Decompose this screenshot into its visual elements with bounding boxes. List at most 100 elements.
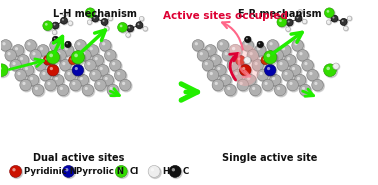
Circle shape xyxy=(274,52,278,55)
Ellipse shape xyxy=(143,27,148,31)
Ellipse shape xyxy=(116,166,128,178)
Circle shape xyxy=(294,74,306,86)
Circle shape xyxy=(97,82,100,85)
Circle shape xyxy=(69,22,70,23)
Circle shape xyxy=(265,64,276,76)
Circle shape xyxy=(82,52,85,55)
Circle shape xyxy=(40,69,51,81)
Circle shape xyxy=(85,87,88,90)
Ellipse shape xyxy=(243,41,255,52)
Circle shape xyxy=(107,84,119,96)
Circle shape xyxy=(259,72,263,75)
Ellipse shape xyxy=(11,166,23,178)
Circle shape xyxy=(128,26,130,28)
Circle shape xyxy=(242,67,245,70)
Circle shape xyxy=(99,67,103,70)
Circle shape xyxy=(17,55,29,66)
Circle shape xyxy=(57,52,60,55)
Circle shape xyxy=(272,50,284,61)
Circle shape xyxy=(279,45,291,56)
Circle shape xyxy=(104,26,109,31)
Ellipse shape xyxy=(105,51,117,62)
Circle shape xyxy=(286,19,293,26)
Ellipse shape xyxy=(301,85,312,97)
Circle shape xyxy=(65,47,68,50)
Ellipse shape xyxy=(61,60,72,72)
Circle shape xyxy=(68,56,77,65)
Text: L-H mechanism: L-H mechanism xyxy=(53,9,137,19)
Circle shape xyxy=(292,40,304,51)
Circle shape xyxy=(47,64,59,76)
Circle shape xyxy=(340,18,347,25)
Ellipse shape xyxy=(46,80,57,92)
Ellipse shape xyxy=(53,37,59,43)
Circle shape xyxy=(237,79,249,91)
Circle shape xyxy=(54,23,56,26)
Ellipse shape xyxy=(288,80,299,92)
Ellipse shape xyxy=(262,57,270,65)
Circle shape xyxy=(212,79,224,91)
Ellipse shape xyxy=(208,70,220,82)
Circle shape xyxy=(292,67,295,70)
Circle shape xyxy=(254,62,258,65)
Text: Dual active sites: Dual active sites xyxy=(33,153,124,163)
Circle shape xyxy=(45,58,48,60)
Circle shape xyxy=(282,69,293,81)
Circle shape xyxy=(46,51,60,64)
Circle shape xyxy=(229,62,233,65)
Circle shape xyxy=(10,165,22,177)
Circle shape xyxy=(303,20,305,21)
Text: Cl: Cl xyxy=(129,167,138,176)
Circle shape xyxy=(30,77,33,80)
Ellipse shape xyxy=(71,80,82,92)
Ellipse shape xyxy=(265,52,278,65)
Ellipse shape xyxy=(283,70,294,82)
Circle shape xyxy=(82,84,94,96)
Ellipse shape xyxy=(108,16,113,21)
Ellipse shape xyxy=(348,16,352,21)
Circle shape xyxy=(277,17,287,27)
Circle shape xyxy=(49,54,53,57)
Circle shape xyxy=(299,11,300,12)
Circle shape xyxy=(266,54,270,57)
Circle shape xyxy=(77,42,81,45)
Circle shape xyxy=(20,57,23,60)
Ellipse shape xyxy=(81,51,92,62)
Ellipse shape xyxy=(226,85,237,97)
Ellipse shape xyxy=(65,42,72,48)
Ellipse shape xyxy=(31,51,42,62)
Ellipse shape xyxy=(215,65,227,77)
Ellipse shape xyxy=(44,22,53,31)
Circle shape xyxy=(127,25,134,32)
Ellipse shape xyxy=(11,60,22,72)
Ellipse shape xyxy=(298,10,303,14)
Circle shape xyxy=(222,50,234,61)
Circle shape xyxy=(32,84,44,96)
Circle shape xyxy=(37,45,49,56)
Ellipse shape xyxy=(63,12,68,17)
Circle shape xyxy=(217,67,220,70)
Circle shape xyxy=(22,82,26,85)
Circle shape xyxy=(205,62,208,65)
Ellipse shape xyxy=(0,65,9,78)
Circle shape xyxy=(344,27,346,28)
Circle shape xyxy=(314,82,318,85)
Ellipse shape xyxy=(58,85,70,97)
Ellipse shape xyxy=(118,23,128,33)
Circle shape xyxy=(295,15,302,22)
Circle shape xyxy=(2,42,6,45)
Circle shape xyxy=(12,62,15,65)
Ellipse shape xyxy=(61,18,68,25)
Ellipse shape xyxy=(285,56,297,67)
Circle shape xyxy=(284,72,288,75)
Circle shape xyxy=(202,59,214,71)
Ellipse shape xyxy=(19,56,30,67)
Circle shape xyxy=(87,10,90,13)
Circle shape xyxy=(52,22,59,29)
Circle shape xyxy=(63,12,67,16)
Ellipse shape xyxy=(28,75,40,87)
Ellipse shape xyxy=(38,46,50,57)
Circle shape xyxy=(110,87,113,90)
Circle shape xyxy=(102,42,105,45)
Circle shape xyxy=(85,59,96,71)
